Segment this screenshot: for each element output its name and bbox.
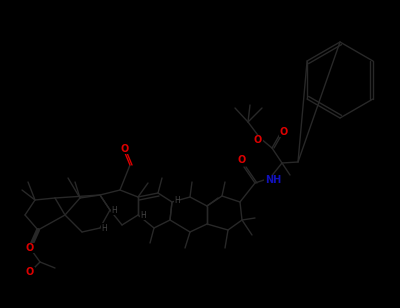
Text: O: O xyxy=(26,243,34,253)
Text: NH: NH xyxy=(265,175,281,185)
Text: H: H xyxy=(174,196,180,205)
Text: O: O xyxy=(26,267,34,277)
Text: O: O xyxy=(121,144,129,154)
Text: H: H xyxy=(111,205,117,214)
Text: O: O xyxy=(254,135,262,145)
Text: O: O xyxy=(238,155,246,165)
Text: H: H xyxy=(101,224,107,233)
Text: O: O xyxy=(280,127,288,137)
Text: H: H xyxy=(140,210,146,220)
